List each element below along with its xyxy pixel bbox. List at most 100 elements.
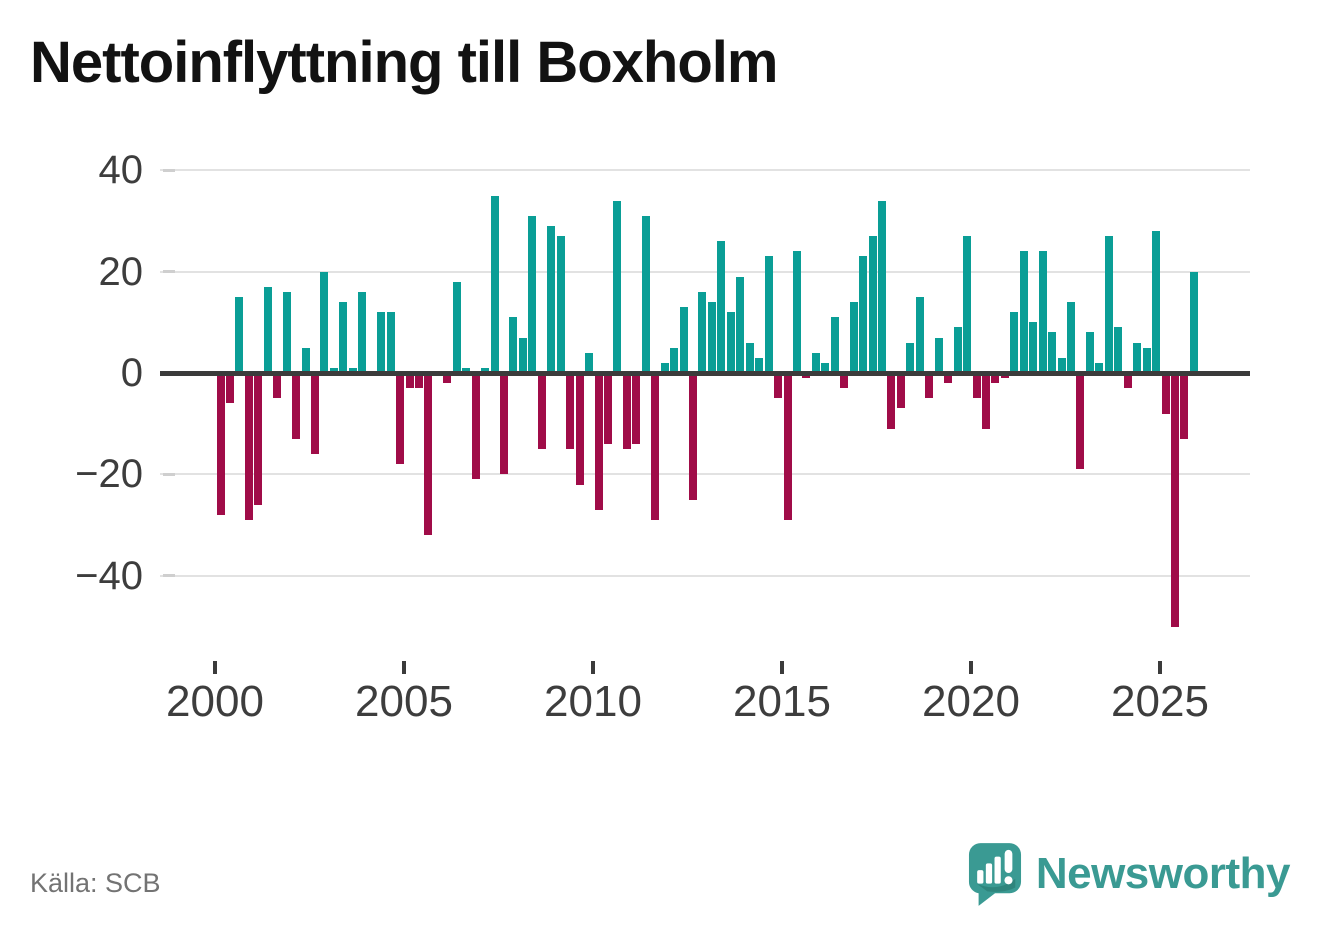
bar-2023-q3 [1104,236,1113,373]
bar-2012-q4 [698,291,707,373]
bar-2016-q1 [821,362,830,373]
bar-2021-q2 [1019,251,1028,373]
y-tick--20 [163,472,175,476]
bar-2025-q1 [1161,373,1170,414]
bar-2003-q4 [358,291,367,373]
bar-2012-q2 [679,307,688,373]
bar-2000-q1 [216,373,225,515]
bar-2012-q1 [670,347,679,373]
bar-2024-q3 [1142,347,1151,373]
bar-2002-q2 [301,347,310,373]
chart-bar-small [976,870,984,884]
bar-2005-q2 [414,373,423,389]
bar-2018-q3 [915,296,924,373]
bar-2015-q2 [792,251,801,373]
bar-2025-q4 [1189,271,1198,373]
bar-2025-q2 [1170,373,1179,627]
bar-2011-q4 [660,362,669,373]
bar-2024-q4 [1152,231,1161,373]
bar-2024-q2 [1133,342,1142,373]
bar-2016-q4 [849,302,858,373]
bar-2014-q1 [745,342,754,373]
bar-2017-q1 [859,256,868,373]
bar-2001-q1 [254,373,263,505]
bar-2019-q2 [944,373,953,384]
bar-2005-q3 [424,373,433,536]
y-axis-label--40: −40 [75,553,143,598]
bar-2002-q4 [320,271,329,373]
bar-2013-q1 [707,302,716,373]
bar-2006-q1 [443,373,452,384]
chart-bar-large [994,856,1001,884]
bar-2015-q1 [783,373,792,521]
bar-2001-q3 [273,373,282,399]
bar-2007-q4 [509,317,518,373]
bar-2006-q3 [462,367,471,373]
x-tick-2020 [969,661,973,674]
bar-2007-q1 [481,367,490,373]
bar-2003-q1 [329,367,338,373]
newsworthy-logo-text: Newsworthy [1035,849,1291,898]
y-axis-label-0: 0 [120,351,143,395]
x-axis-label-2000: 2000 [166,677,264,726]
y-tick-20 [163,270,175,274]
bar-2014-q4 [774,373,783,399]
bar-2022-q2 [1057,357,1066,373]
bar-2009-q4 [585,352,594,373]
bar-2011-q2 [641,215,650,373]
x-axis-line [160,370,1250,376]
bar-2010-q2 [603,373,612,444]
bar-2020-q2 [981,373,990,429]
bar-2006-q2 [452,281,461,373]
bar-2001-q4 [282,291,291,373]
y-axis-label--20: −20 [75,452,143,497]
bar-2002-q1 [292,373,301,439]
newsworthy-logo: Newsworthy [968,842,1291,906]
bar-2008-q2 [528,215,537,373]
bar-2019-q1 [934,337,943,373]
bar-2017-q2 [868,236,877,373]
bar-2021-q1 [1010,312,1019,373]
gridline-40 [160,169,1250,172]
bar-2005-q1 [405,373,414,389]
exclamation-stem [1004,849,1013,874]
gridline--40 [160,574,1250,577]
gridline-20 [160,270,1250,273]
bar-2000-q4 [244,373,253,521]
x-axis-label-2020: 2020 [922,677,1020,726]
bar-2010-q3 [613,200,622,373]
bar-2003-q2 [339,302,348,373]
bubble-shadow [976,878,1016,892]
y-tick-40 [163,168,175,172]
source-note: Källa: SCB [30,868,161,898]
bar-2010-q4 [622,373,631,450]
bar-2022-q4 [1076,373,1085,470]
bar-2020-q4 [1000,373,1009,379]
exclamation-dot [1004,876,1013,885]
bar-2010-q1 [594,373,603,510]
bar-2009-q1 [556,236,565,373]
bar-2021-q3 [1029,322,1038,373]
y-axis-label-20: 20 [98,249,144,294]
bar-2015-q3 [802,373,811,379]
gridline--20 [160,473,1250,476]
bar-2016-q2 [830,317,839,373]
bar-2015-q4 [811,352,820,373]
bar-2020-q3 [991,373,1000,384]
bar-2018-q4 [925,373,934,399]
bar-2011-q3 [651,373,660,521]
bar-2001-q2 [263,286,272,373]
bar-2018-q1 [896,373,905,409]
x-axis-label-2010: 2010 [544,677,642,726]
bar-2023-q4 [1114,327,1123,373]
bar-2014-q2 [755,357,764,373]
bar-2003-q3 [348,367,357,373]
bar-2008-q4 [547,225,556,373]
bar-2013-q3 [726,312,735,373]
bar-2008-q1 [518,337,527,373]
bar-2011-q1 [632,373,641,444]
bar-2018-q2 [906,342,915,373]
x-tick-2015 [780,661,784,674]
